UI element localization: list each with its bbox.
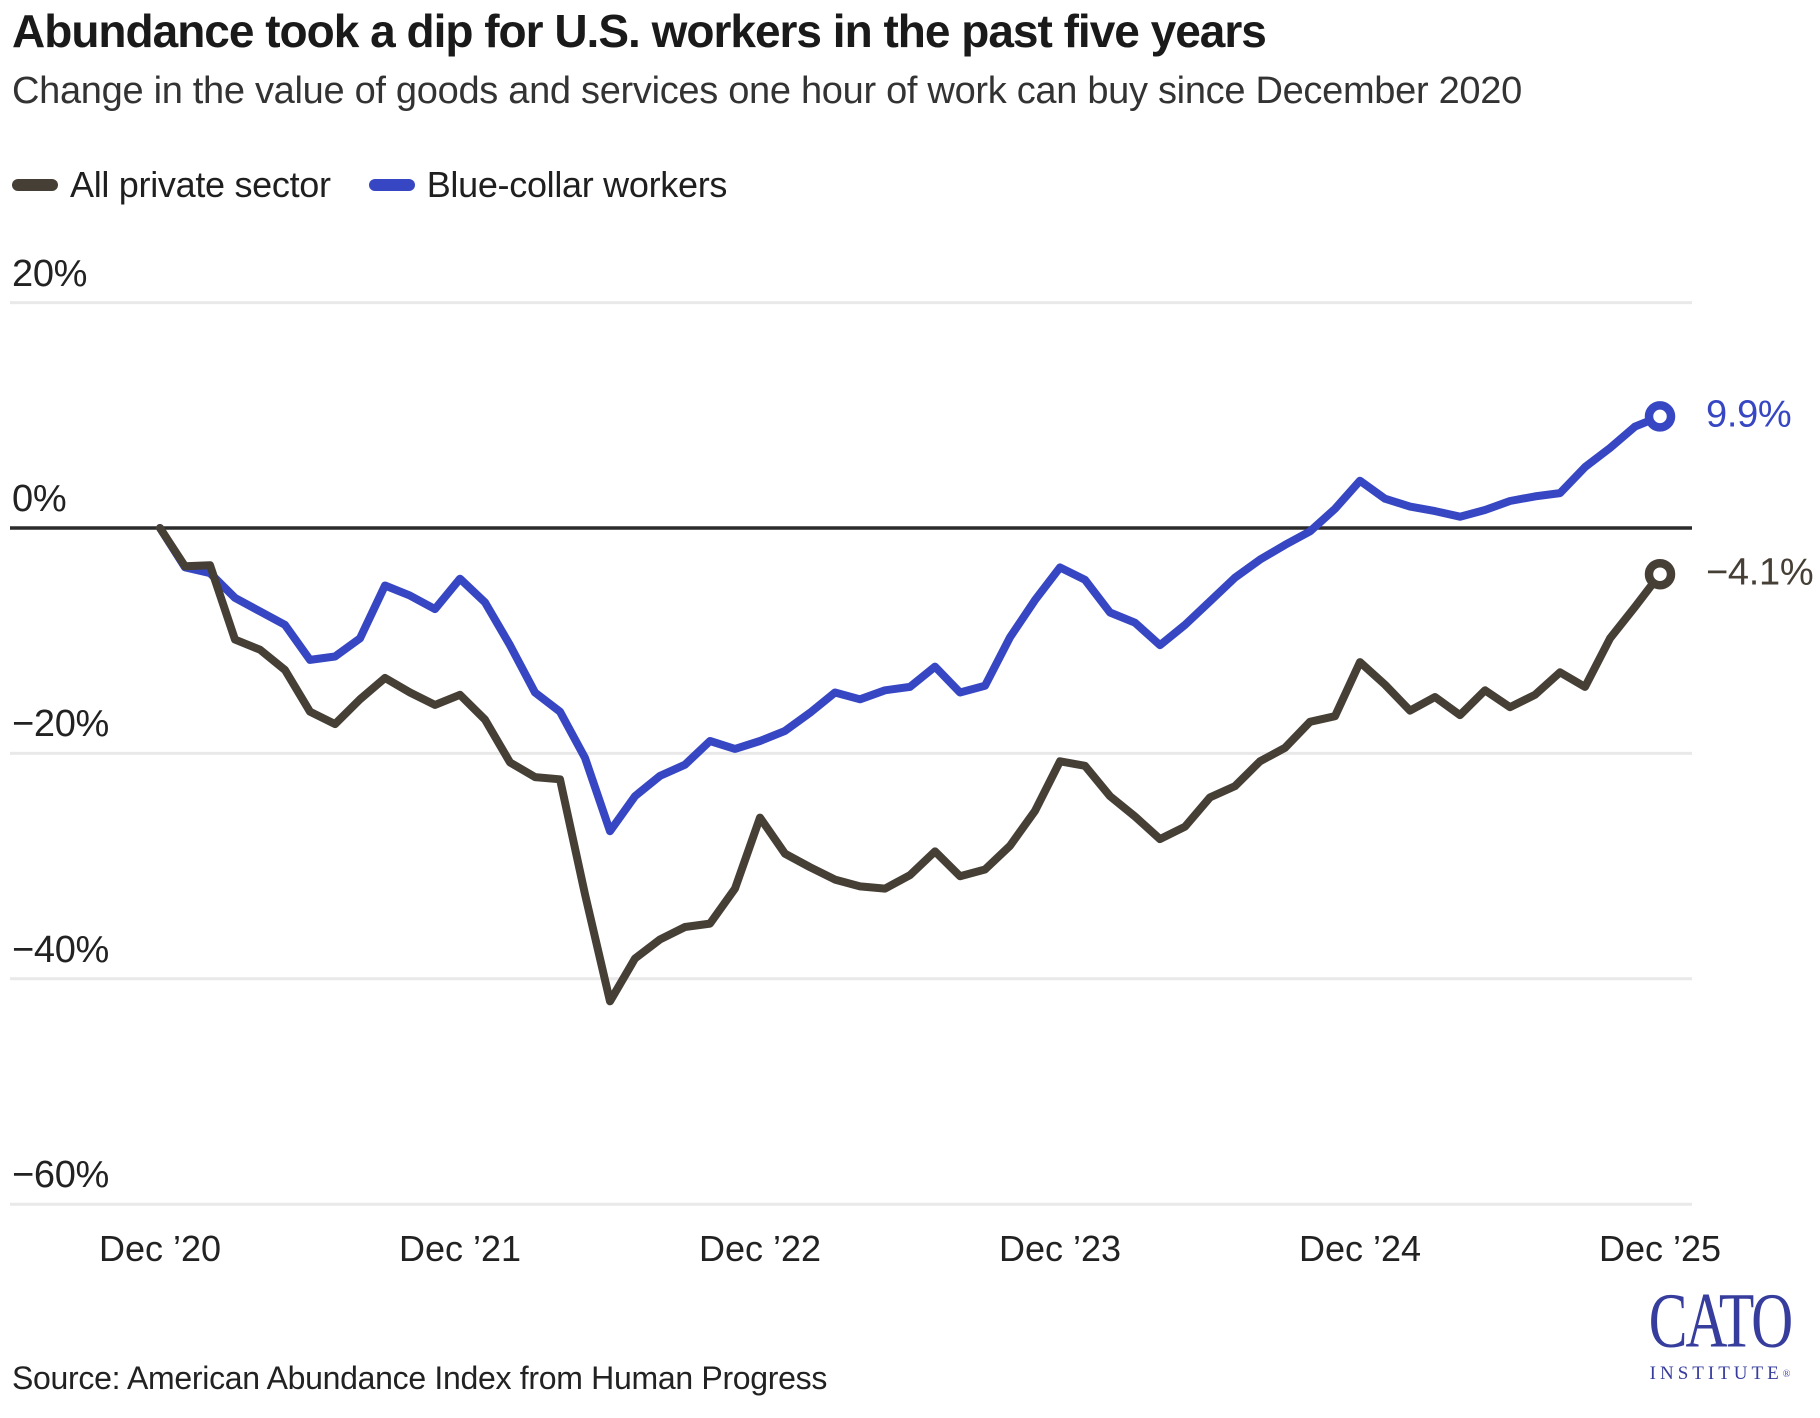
cato-institute-logo: CATO INSTITUTE® [1630, 1281, 1810, 1384]
y-axis-tick-label: −20% [12, 703, 110, 746]
x-axis-tick-label: Dec ’23 [998, 1228, 1122, 1269]
logo-wordmark: CATO [1648, 1276, 1793, 1365]
source-note: Source: American Abundance Index from Hu… [12, 1360, 828, 1396]
x-axis-tick-label: Dec ’24 [1298, 1228, 1422, 1269]
end-value-label-all-private-sector: −4.1% [1706, 551, 1814, 594]
series-line-blue-collar-workers [156, 412, 1664, 836]
registered-mark-icon: ® [1782, 1369, 1791, 1380]
legend-item-all-private-sector: All private sector [12, 164, 331, 206]
page-title: Abundance took a dip for U.S. workers in… [12, 5, 1267, 57]
end-value-label-blue-collar-workers: 9.9% [1706, 394, 1792, 437]
page-subtitle: Change in the value of goods and service… [12, 70, 1522, 112]
x-axis-tick-label: Dec ’22 [698, 1228, 822, 1269]
end-marker-icon [1644, 558, 1676, 590]
chart-legend: All private sector Blue-collar workers [12, 164, 727, 206]
legend-label: All private sector [70, 164, 331, 205]
series-line-all-private-sector [156, 524, 1664, 1006]
x-axis-tick-label: Dec ’25 [1598, 1228, 1722, 1269]
x-axis-tick-label: Dec ’20 [98, 1228, 222, 1269]
end-marker-icon [1644, 401, 1676, 432]
logo-subtitle: INSTITUTE® [1649, 1363, 1791, 1384]
y-axis-tick-label: −40% [12, 928, 110, 971]
legend-label: Blue-collar workers [426, 164, 728, 205]
x-axis-tick-label: Dec ’21 [398, 1228, 522, 1269]
y-axis-tick-label: 0% [12, 478, 67, 520]
legend-swatch-icon [12, 179, 58, 191]
legend-swatch-icon [368, 179, 415, 191]
legend-item-blue-collar-workers: Blue-collar workers [368, 164, 728, 206]
y-axis-tick-label: −60% [12, 1154, 110, 1197]
y-axis-tick-label: 20% [12, 252, 88, 295]
